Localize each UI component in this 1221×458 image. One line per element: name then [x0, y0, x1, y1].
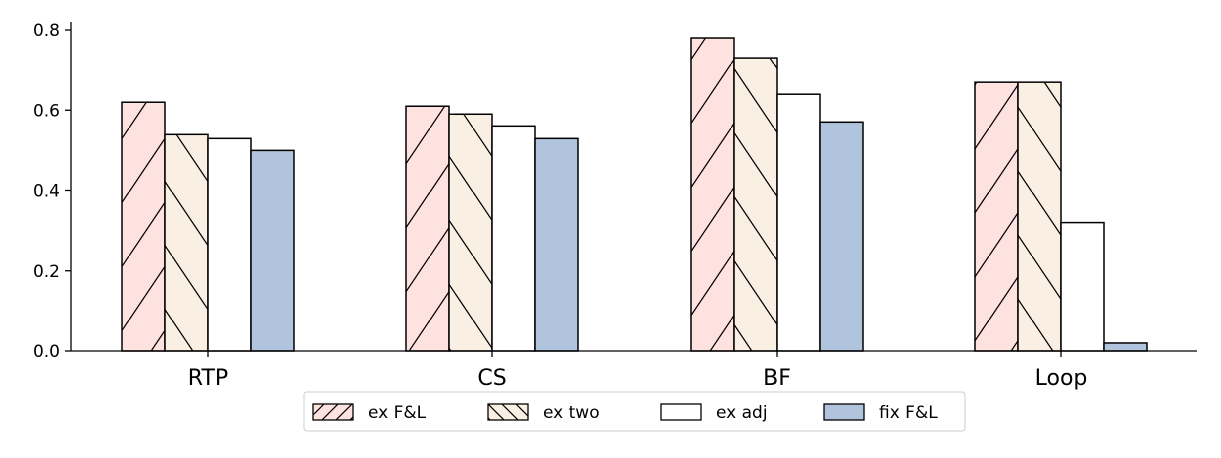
bar-rtp-ex-adj: [207, 137, 252, 352]
bar-bf-ex-two: [733, 57, 778, 352]
legend-label-ex-f-l: ex F&L: [368, 403, 427, 423]
y-tick-label: 0.6: [33, 101, 60, 121]
bar-loop-ex-two: [1017, 81, 1062, 352]
bar-cs-fix-f-l: [534, 137, 579, 352]
x-category-label-cs: CS: [477, 366, 506, 391]
bar-cs-ex-two: [448, 113, 493, 352]
bars-layer: [121, 37, 1148, 352]
y-ticks: 0.0 0.2 0.4 0.6 0.8: [33, 21, 71, 362]
x-category-label-bf: BF: [763, 366, 791, 391]
legend-item-ex-f-l: ex F&L: [312, 403, 427, 423]
x-category-label-rtp: RTP: [188, 366, 228, 391]
axes: 0.0 0.2 0.4 0.6 0.8 RTP CS BF Loop: [33, 21, 1197, 391]
bar-bf-ex-adj: [776, 93, 821, 352]
legend-swatch-fix-f-l: [824, 404, 864, 420]
y-tick-label: 0.2: [33, 262, 60, 282]
x-category-labels: RTP CS BF Loop: [188, 351, 1088, 391]
legend: ex F&L ex two ex adj fix F&L: [303, 391, 966, 432]
legend-items: ex F&L ex two ex adj fix F&L: [312, 403, 938, 423]
legend-frame: [303, 391, 966, 432]
bar-bf-ex-f-l: [690, 37, 735, 352]
legend-label-ex-two: ex two: [543, 403, 600, 423]
x-category-label-loop: Loop: [1035, 366, 1088, 391]
y-tick-label: 0.4: [33, 182, 60, 202]
legend-item-ex-adj: ex adj: [660, 403, 768, 423]
bar-rtp-fix-f-l: [250, 149, 295, 352]
bar-bf-fix-f-l: [819, 121, 864, 352]
legend-item-ex-two: ex two: [487, 403, 600, 423]
bar-loop-ex-f-l: [974, 81, 1019, 352]
bar-loop-fix-f-l: [1103, 342, 1148, 352]
y-tick-label: 0.0: [33, 342, 60, 362]
bar-loop-ex-adj: [1060, 221, 1105, 352]
bar-cs-ex-adj: [491, 125, 536, 352]
legend-label-fix-f-l: fix F&L: [879, 403, 938, 423]
bar-rtp-ex-two: [164, 133, 209, 352]
legend-item-fix-f-l: fix F&L: [823, 403, 938, 423]
bar-rtp-ex-f-l: [121, 101, 166, 352]
legend-swatch-ex-adj: [661, 404, 701, 420]
bar-cs-ex-f-l: [405, 105, 450, 352]
legend-label-ex-adj: ex adj: [716, 403, 768, 423]
y-tick-label: 0.8: [33, 21, 60, 41]
